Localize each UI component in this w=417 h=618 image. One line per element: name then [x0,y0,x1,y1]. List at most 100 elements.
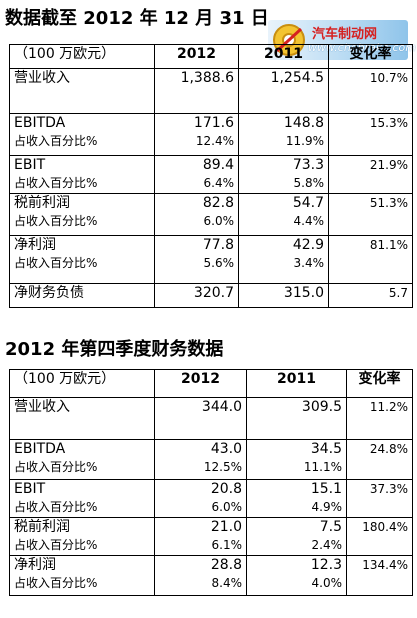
percent-of-revenue-2012: 6.1% [211,538,243,552]
row-label-cell: 营业收入 [9,68,155,114]
value-2011: 7.5 [319,519,342,535]
section-title-q4: 2012 年第四季度财务数据 [5,339,224,360]
value-2011: 15.1 [310,481,342,497]
table-header-row: （100 万欧元） 2012 2011 变化率 [9,369,413,398]
value-2012: 344.0 [201,399,242,415]
percent-of-revenue-2012: 5.6% [203,256,235,270]
change-rate-cell: 10.7% [328,68,413,114]
table-row: EBIT 占收入百分比% 89.4 6.4% 73.3 5.8% 21.9% [9,155,413,194]
column-header: 变化率 [346,369,413,398]
value-cell-2012: 1,388.6 [154,68,239,114]
full-year-table: （100 万欧元） 2012 2011 变化率 营业收入 1,388.6 1,254.5 10… [9,44,413,308]
table-header-row: （100 万欧元） 2012 2011 变化率 [9,44,413,69]
row-label: 税前利润 [14,519,70,535]
change-rate-cell: 11.2% [346,397,413,440]
page-title: 数据截至 2012 年 12 月 31 日 [5,8,269,29]
percent-of-revenue-2012: 6.0% [211,500,243,514]
value-2012: 21.0 [210,519,242,535]
value-2011: 12.3 [310,557,342,573]
table-row: EBITDA 占收入百分比% 43.0 12.5% 34.5 11.1% 24.8% [9,439,413,480]
row-label-cell: EBITDA 占收入百分比% [9,439,155,480]
value-cell-2011: 12.3 4.0% [246,555,347,596]
row-sub-label: 占收入百分比% [14,256,98,270]
value-2011: 309.5 [301,399,342,415]
change-rate-cell: 24.8% [346,439,413,480]
value-cell-2012: 320.7 [154,283,239,308]
column-header: （100 万欧元） [9,369,155,398]
value-cell-2011: 73.3 5.8% [238,155,329,194]
table-row: 营业收入 1,388.6 1,254.5 10.7% [9,68,413,114]
value-2011: 148.8 [283,115,324,131]
row-label: 营业收入 [14,70,70,86]
value-2012: 28.8 [210,557,242,573]
percent-of-revenue-2011: 4.4% [293,214,325,228]
percent-of-revenue-2011: 3.4% [293,256,325,270]
row-sub-label: 占收入百分比% [14,134,98,148]
watermark-name: 汽车制动网 [312,27,378,42]
value-cell-2012: 20.8 6.0% [154,479,247,518]
change-rate-cell: 21.9% [328,155,413,194]
value-cell-2011: 7.5 2.4% [246,517,347,556]
table-row: 净利润占收入百分比% 28.8 8.4% 12.3 4.0% 134.4% [9,555,413,596]
value-2011: 1,254.5 [270,70,324,86]
row-label-cell: 净利润 占收入百分比% [9,235,155,284]
value-cell-2011: 54.7 4.4% [238,193,329,236]
column-header: 变化率 [328,44,413,69]
value-2012: 89.4 [202,157,234,173]
row-label-cell: 税前利润 占收入百分比% [9,517,155,556]
column-header: 2011 [246,369,347,398]
row-sub-label: 占收入百分比% [14,500,98,514]
value-cell-2012: 344.0 [154,397,247,440]
percent-of-revenue-2011: 11.9% [285,134,324,148]
percent-of-revenue-2012: 12.5% [203,460,242,474]
percent-of-revenue-2011: 11.1% [303,460,342,474]
table-row: 营业收入 344.0 309.5 11.2% [9,397,413,440]
value-cell-2011: 1,254.5 [238,68,329,114]
change-rate-cell: 51.3% [328,193,413,236]
row-label: 税前利润 [14,195,70,211]
change-rate-cell: 180.4% [346,517,413,556]
percent-of-revenue-2012: 8.4% [211,576,243,590]
change-rate-cell: 15.3% [328,113,413,156]
value-2012: 77.8 [202,237,234,253]
value-2011: 34.5 [310,441,342,457]
value-cell-2011: 309.5 [246,397,347,440]
value-2011: 54.7 [292,195,324,211]
row-label-cell: 净财务负债 [9,283,155,308]
column-header: 2011 [238,44,329,69]
table-row: 税前利润 占收入百分比% 21.0 6.1% 7.5 2.4% 180.4% [9,517,413,556]
value-2012: 82.8 [202,195,234,211]
value-2012: 171.6 [193,115,234,131]
value-cell-2012: 82.8 6.0% [154,193,239,236]
column-header: 2012 [154,44,239,69]
value-cell-2011: 34.5 11.1% [246,439,347,480]
row-sub-label: 占收入百分比% [14,176,98,190]
change-rate-cell: 5.7 [328,283,413,308]
row-sub-label: 占收入百分比% [14,214,98,228]
percent-of-revenue-2012: 12.4% [195,134,234,148]
percent-of-revenue-2011: 2.4% [311,538,343,552]
table-row: 净利润 占收入百分比% 77.8 5.6% 42.9 3.4% 81.1% [9,235,413,284]
value-cell-2012: 171.6 12.4% [154,113,239,156]
row-label: 净利润 [14,557,56,573]
row-label: EBITDA [14,441,66,457]
row-label-cell: EBIT 占收入百分比% [9,479,155,518]
row-sub-label: 占收入百分比% [14,576,98,590]
column-header: （100 万欧元） [9,44,155,69]
change-rate-cell: 134.4% [346,555,413,596]
table-row: EBIT 占收入百分比% 20.8 6.0% 15.1 4.9% 37.3% [9,479,413,518]
value-2011: 42.9 [292,237,324,253]
value-cell-2011: 15.1 4.9% [246,479,347,518]
row-label-cell: 税前利润占收入百分比% [9,193,155,236]
percent-of-revenue-2012: 6.4% [203,176,235,190]
row-sub-label: 占收入百分比% [14,460,98,474]
percent-of-revenue-2011: 4.0% [311,576,343,590]
percent-of-revenue-2011: 4.9% [311,500,343,514]
table-row: 税前利润 占收入百分比% 82.8 6.0% 54.7 4.4% 51.3% [9,193,413,236]
percent-of-revenue-2011: 5.8% [293,176,325,190]
row-label: EBITDA [14,115,66,131]
value-2012: 20.8 [210,481,242,497]
value-cell-2012: 28.8 8.4% [154,555,247,596]
column-header: 2012 [154,369,247,398]
value-cell-2011: 148.8 11.9% [238,113,329,156]
